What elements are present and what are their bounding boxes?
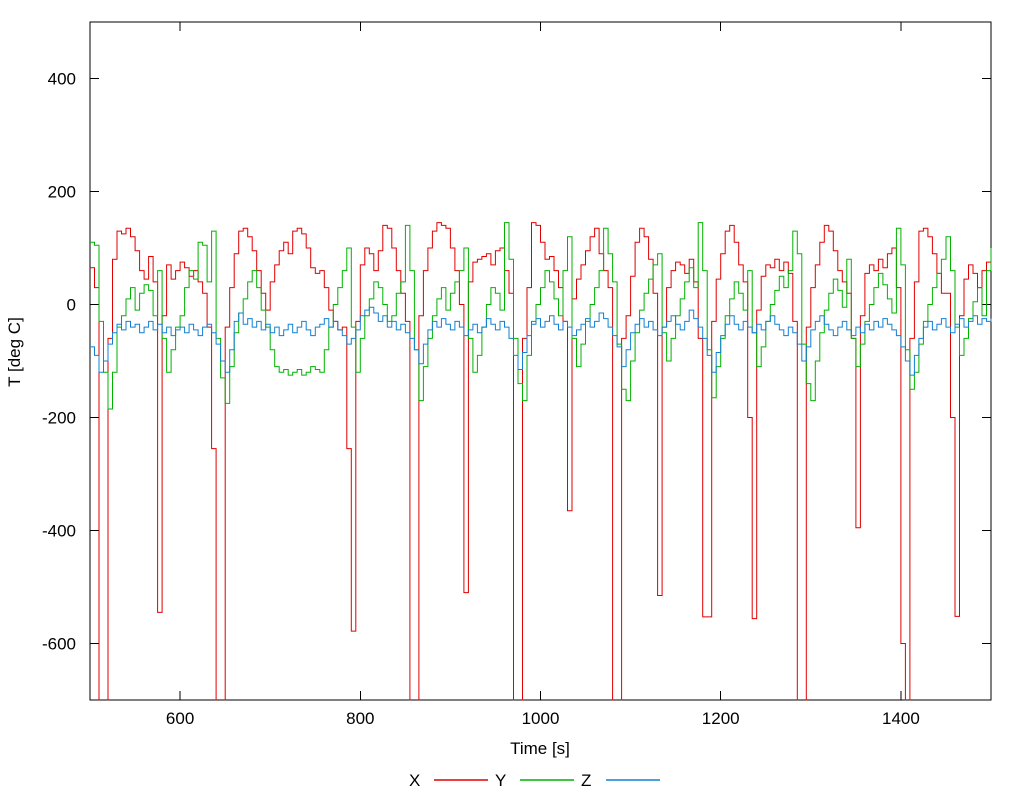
- series-lines: [90, 222, 992, 701]
- y-tick-label: -400: [42, 522, 76, 541]
- legend-label-Y: Y: [495, 771, 506, 790]
- y-tick-label: 200: [48, 183, 76, 202]
- y-axis-title: T [deg C]: [5, 317, 24, 387]
- x-axis-tick-labels: 600 800 1000 1200 1400: [166, 709, 920, 728]
- series-X-line: [90, 222, 991, 701]
- legend-label-Z: Z: [581, 771, 591, 790]
- x-axis-title: Time [s]: [510, 739, 570, 758]
- x-tick-label: 800: [346, 709, 374, 728]
- y-tick-label: -200: [42, 409, 76, 428]
- x-tick-label: 1200: [702, 709, 740, 728]
- x-tick-label: 1400: [882, 709, 920, 728]
- y-axis-ticks: [90, 78, 991, 644]
- x-tick-label: 1000: [522, 709, 560, 728]
- x-tick-label: 600: [166, 709, 194, 728]
- y-tick-label: 400: [48, 70, 76, 89]
- y-tick-label: -600: [42, 635, 76, 654]
- legend: X Y Z: [409, 771, 660, 790]
- legend-label-X: X: [409, 771, 420, 790]
- y-axis-tick-labels: 400 200 0 -200 -400 -600: [42, 70, 76, 654]
- series-Z-line: [90, 306, 992, 376]
- x-axis-ticks: [179, 22, 902, 700]
- y-tick-label: 0: [67, 296, 76, 315]
